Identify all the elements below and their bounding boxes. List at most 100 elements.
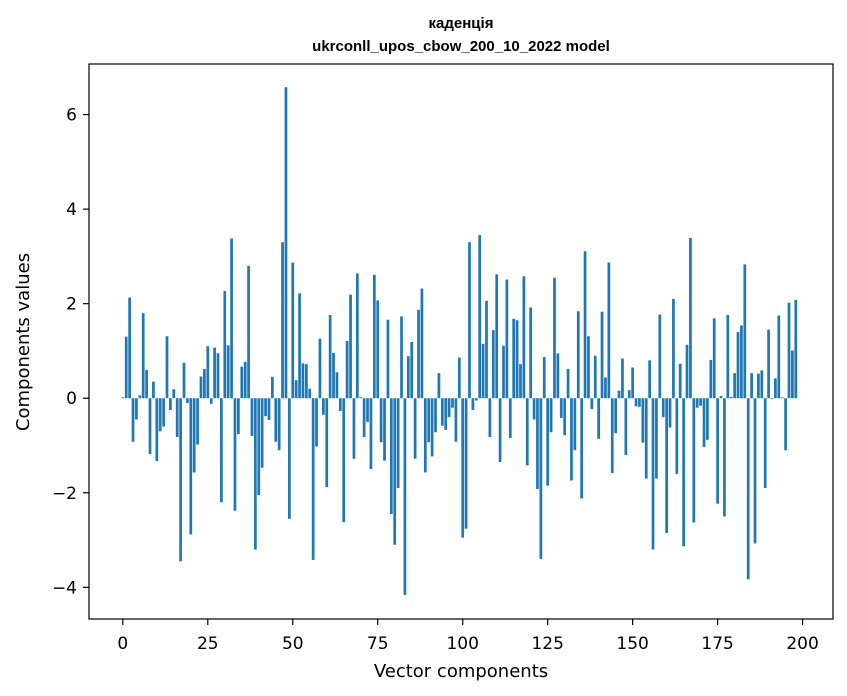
bar bbox=[641, 398, 645, 443]
bar bbox=[366, 398, 369, 422]
y-axis-label: Components values bbox=[13, 253, 34, 431]
bar bbox=[593, 355, 597, 399]
bar bbox=[723, 398, 726, 517]
y-tick-label: −4 bbox=[52, 578, 77, 598]
x-tick-label: 0 bbox=[117, 634, 128, 654]
bar bbox=[553, 277, 556, 399]
bar bbox=[621, 358, 624, 399]
x-tick-label: 50 bbox=[282, 634, 304, 654]
bar bbox=[712, 318, 716, 399]
bar bbox=[189, 398, 193, 535]
bar bbox=[254, 398, 257, 550]
bar bbox=[417, 309, 420, 399]
bar bbox=[335, 372, 339, 399]
bar bbox=[349, 294, 352, 399]
x-tick-label: 150 bbox=[616, 634, 648, 654]
bar bbox=[573, 398, 577, 451]
bar bbox=[767, 329, 770, 399]
bar bbox=[196, 398, 199, 445]
bar bbox=[342, 398, 346, 523]
bar bbox=[570, 398, 573, 481]
bar bbox=[498, 398, 502, 463]
bar bbox=[753, 398, 757, 544]
bar bbox=[152, 381, 155, 399]
bar bbox=[332, 352, 335, 399]
bar bbox=[638, 398, 641, 407]
bar bbox=[186, 398, 189, 403]
bar bbox=[590, 398, 594, 410]
bar bbox=[566, 368, 570, 399]
bar bbox=[318, 338, 322, 399]
bar bbox=[736, 332, 740, 399]
bar bbox=[675, 398, 679, 474]
bar bbox=[451, 398, 454, 408]
bar bbox=[175, 398, 179, 437]
bar bbox=[610, 398, 614, 473]
bar bbox=[485, 300, 488, 399]
bar bbox=[627, 390, 631, 399]
bar bbox=[379, 398, 383, 443]
bar bbox=[240, 366, 244, 399]
bar bbox=[128, 297, 131, 399]
bar bbox=[179, 398, 182, 562]
y-tick-label: −2 bbox=[52, 484, 77, 504]
bar bbox=[237, 398, 240, 435]
bar bbox=[362, 398, 366, 437]
bar bbox=[124, 336, 128, 399]
bar bbox=[644, 398, 648, 479]
x-tick-label: 75 bbox=[367, 634, 389, 654]
bar bbox=[277, 398, 281, 451]
bar bbox=[457, 357, 461, 399]
bar bbox=[668, 398, 672, 428]
bar bbox=[308, 388, 312, 399]
bar bbox=[787, 302, 791, 399]
x-tick-label: 175 bbox=[701, 634, 733, 654]
bar bbox=[216, 353, 220, 399]
bar bbox=[223, 290, 227, 399]
bar bbox=[777, 315, 781, 399]
bar bbox=[692, 398, 696, 523]
bar bbox=[454, 398, 458, 442]
bar bbox=[148, 398, 152, 455]
bar bbox=[651, 398, 655, 550]
bar bbox=[488, 398, 492, 437]
bar bbox=[658, 314, 662, 399]
bar bbox=[260, 398, 264, 468]
bar bbox=[162, 398, 165, 427]
bar bbox=[420, 288, 424, 399]
bar bbox=[267, 398, 271, 420]
bar bbox=[355, 273, 359, 399]
bar bbox=[695, 398, 699, 408]
bar bbox=[440, 398, 444, 426]
bar bbox=[522, 276, 526, 399]
bar bbox=[288, 398, 291, 519]
bar bbox=[121, 397, 125, 399]
bar bbox=[733, 373, 736, 399]
bar bbox=[634, 398, 638, 407]
bar bbox=[410, 341, 414, 399]
x-tick-label: 200 bbox=[786, 634, 818, 654]
bar bbox=[264, 398, 267, 417]
y-tick-label: 4 bbox=[66, 200, 77, 220]
bar bbox=[338, 398, 342, 411]
bar bbox=[158, 398, 162, 432]
x-tick-label: 125 bbox=[531, 634, 563, 654]
bar bbox=[495, 274, 499, 399]
bar bbox=[372, 274, 376, 399]
bar bbox=[791, 350, 794, 399]
bar bbox=[403, 398, 407, 595]
bar bbox=[784, 398, 787, 451]
bar bbox=[226, 345, 230, 399]
x-axis-label: Vector components bbox=[374, 661, 548, 682]
bar bbox=[655, 398, 658, 479]
bar bbox=[393, 398, 397, 545]
bar bbox=[549, 398, 553, 433]
bar bbox=[556, 353, 560, 399]
bar bbox=[689, 237, 692, 399]
bar bbox=[699, 398, 702, 406]
chart-title: каденція bbox=[429, 15, 494, 32]
bar bbox=[760, 370, 764, 399]
bar bbox=[298, 293, 301, 399]
bar bbox=[481, 343, 485, 399]
